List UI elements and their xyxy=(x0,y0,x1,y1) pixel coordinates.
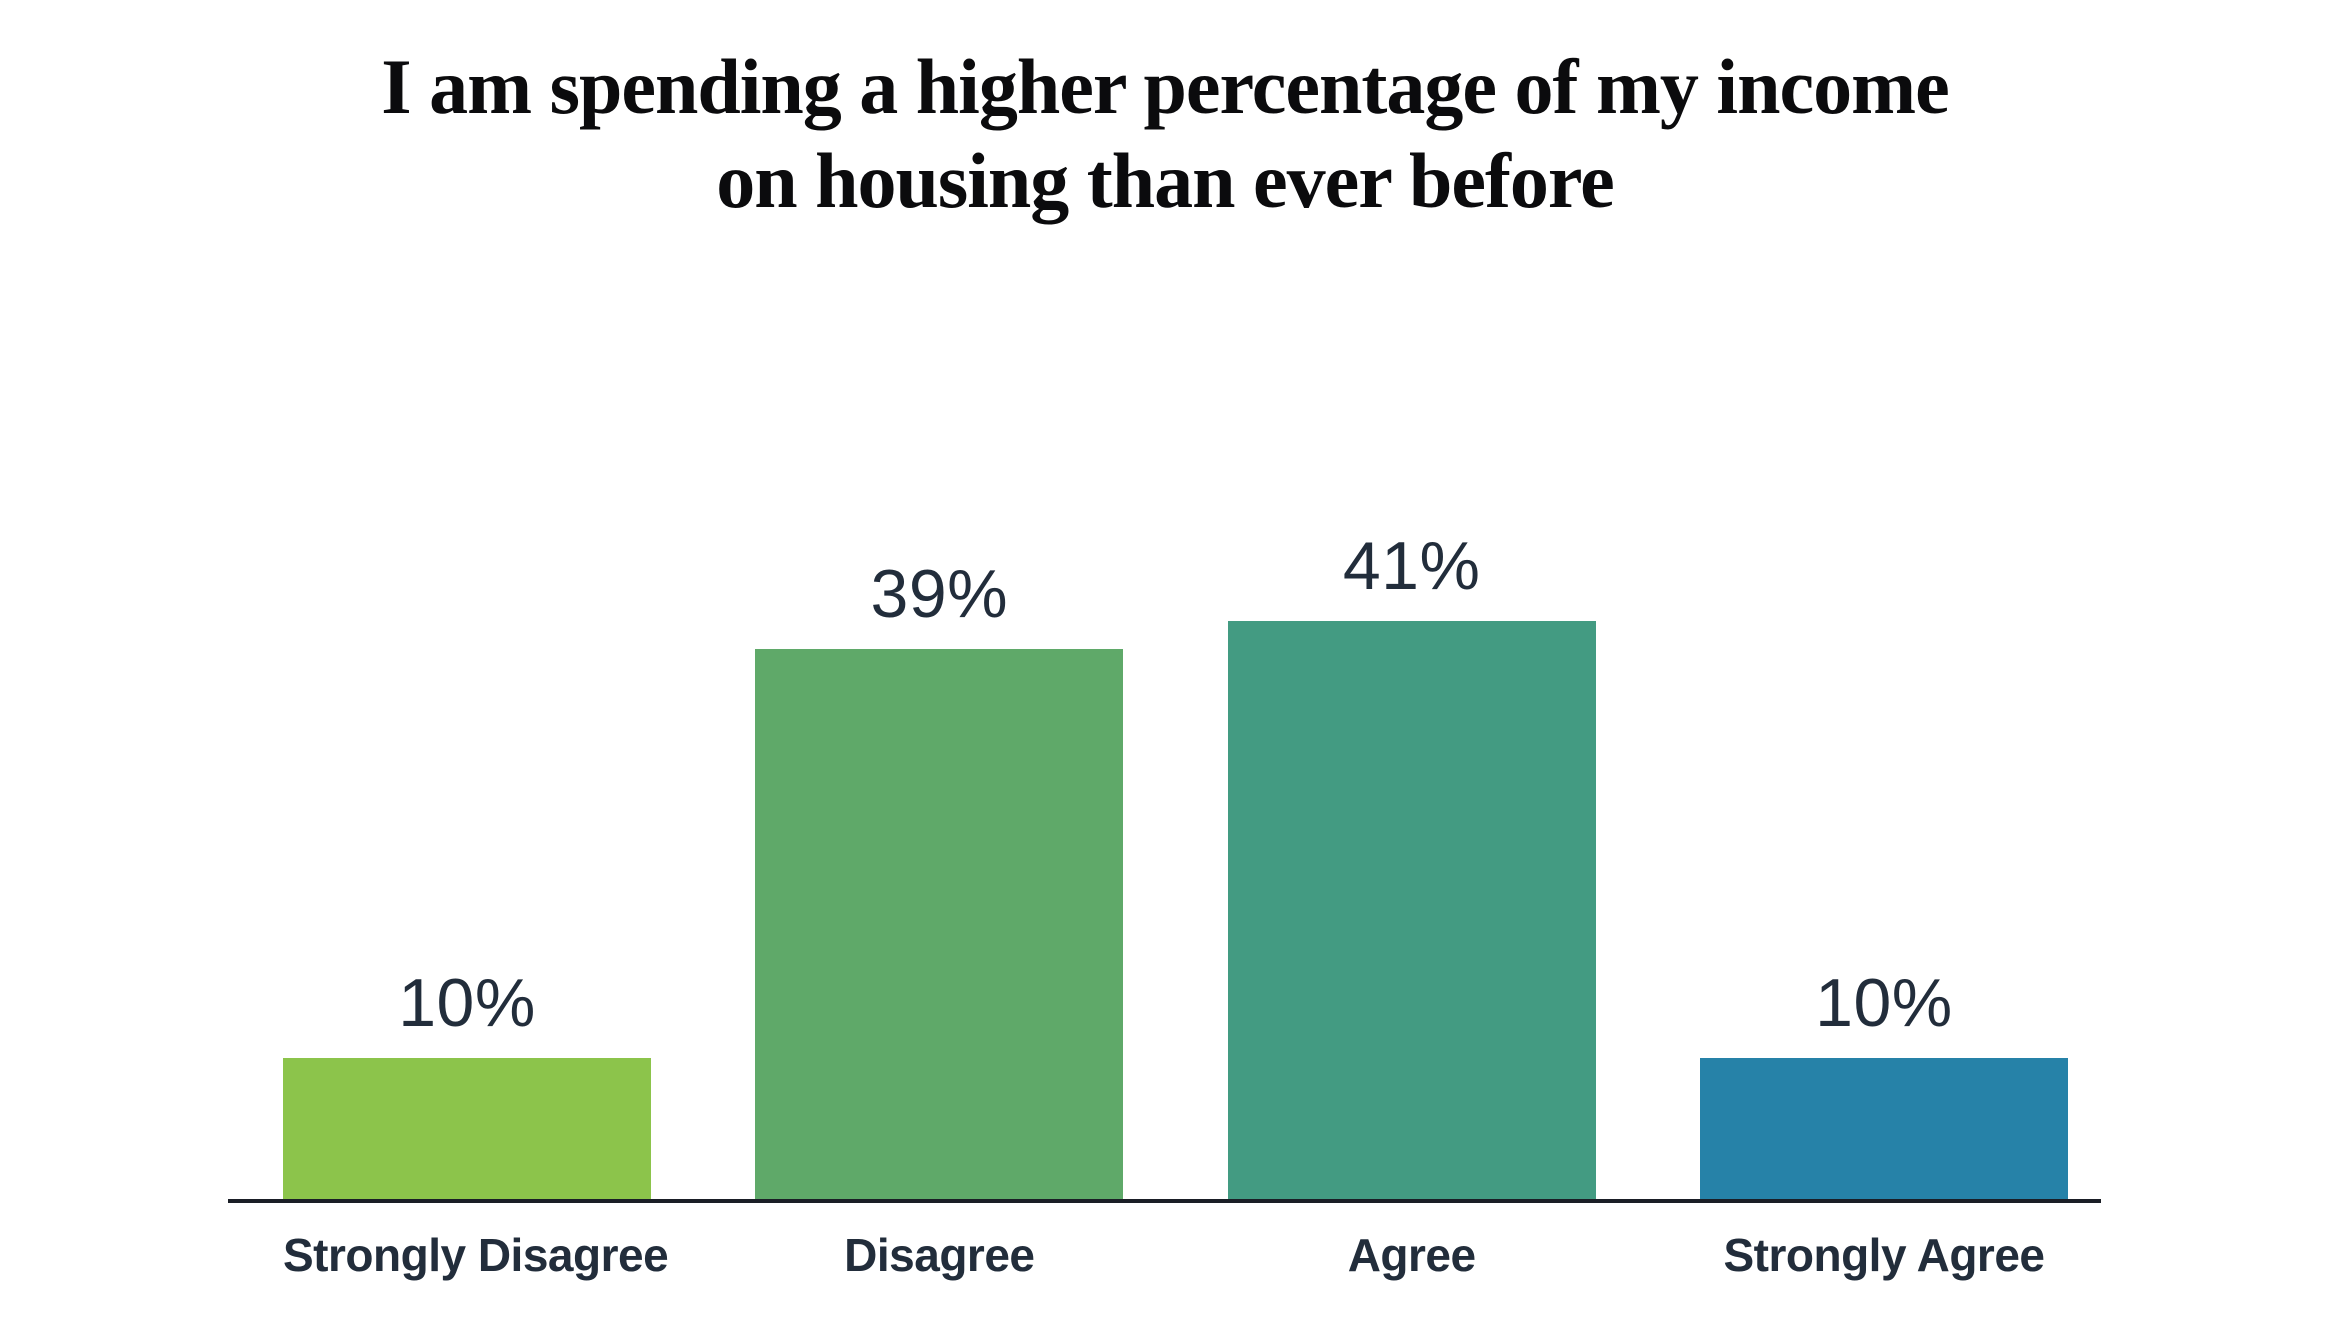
bar-column-disagree: 39% xyxy=(755,555,1124,1199)
bar-value-label: 41% xyxy=(1342,528,1481,604)
bar-column-strongly-agree: 10% xyxy=(1699,964,2068,1199)
chart-title: I am spending a higher percentage of my … xyxy=(0,40,2330,227)
bar xyxy=(1699,1058,2068,1199)
bar xyxy=(1227,621,1596,1199)
x-axis-label-strongly-agree: Strongly Agree xyxy=(1723,1229,2045,1281)
x-axis-label-agree: Agree xyxy=(1347,1229,1476,1281)
bar-value-label: 10% xyxy=(1815,965,1953,1041)
bar-column-strongly-disagree: 10% xyxy=(283,964,651,1199)
x-axis-labels: Strongly Disagree Disagree Agree Strongl… xyxy=(228,1228,2101,1282)
bar-value-label: 39% xyxy=(870,556,1009,632)
x-axis-label-disagree: Disagree xyxy=(844,1229,1035,1281)
plot-area: 10% 39% 41% 10% xyxy=(228,480,2101,1199)
chart-title-line-1: I am spending a higher percentage of my … xyxy=(381,43,1949,130)
bar-value-label: 10% xyxy=(398,965,536,1041)
x-axis-line xyxy=(228,1199,2101,1203)
x-axis-label-strongly-disagree: Strongly Disagree xyxy=(283,1229,669,1281)
bar xyxy=(755,649,1124,1199)
bar-column-agree: 41% xyxy=(1227,527,1596,1199)
chart-title-line-2: on housing than ever before xyxy=(716,136,1615,224)
bar xyxy=(283,1058,651,1199)
